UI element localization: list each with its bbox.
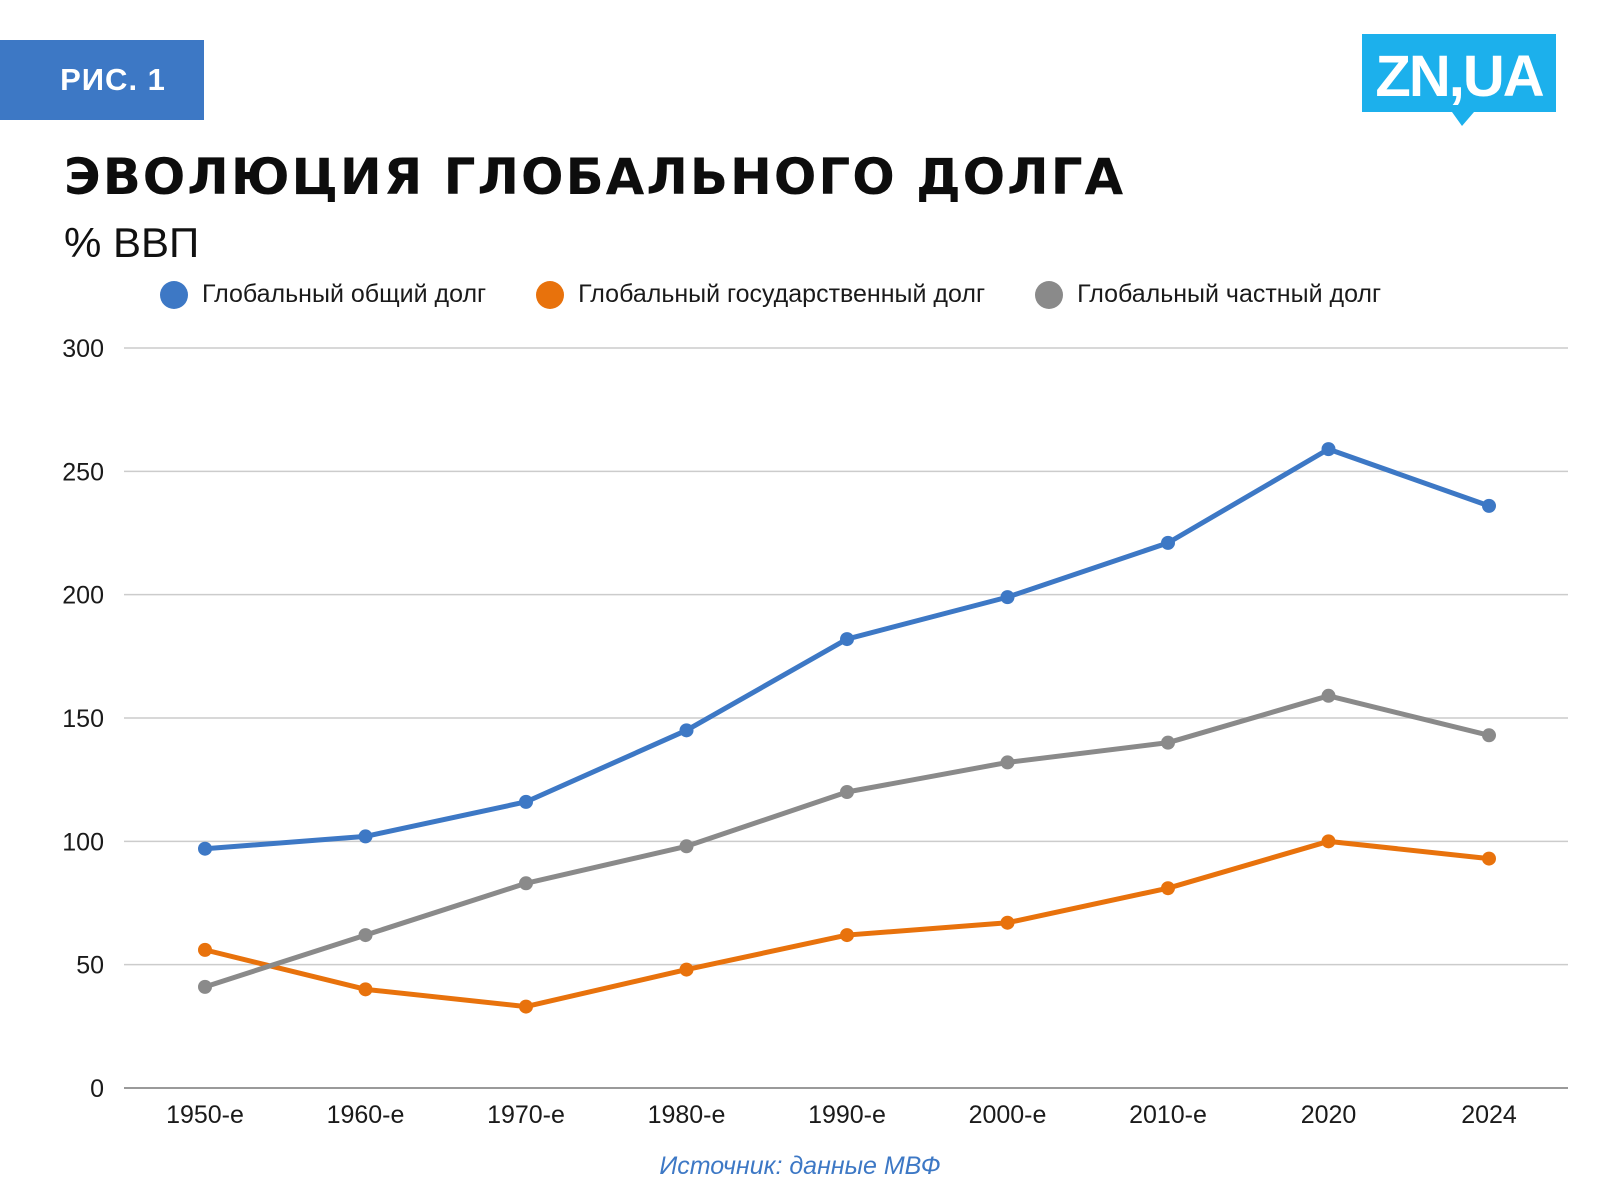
data-point-public-debt [358, 982, 373, 997]
source-note: Источник: данные МВФ [659, 1152, 941, 1180]
y-tick-label: 100 [62, 828, 104, 856]
data-point-private-debt [358, 928, 373, 943]
data-point-public-debt [840, 928, 854, 943]
data-point-total-debt [1000, 590, 1015, 605]
x-tick-label: 1950-е [166, 1101, 244, 1129]
zn-ua-logo: ZN,UA [1362, 34, 1556, 126]
data-point-total-debt [519, 794, 533, 809]
data-point-private-debt [198, 979, 212, 994]
data-point-private-debt [840, 785, 854, 799]
data-point-private-debt [679, 839, 694, 854]
chart-subtitle: % ВВП [64, 219, 200, 266]
y-tick-label: 0 [90, 1075, 104, 1103]
line-chart: 0 50 100 150 200 250 300 1950-е 1960-е 1970-е 1980… [62, 335, 1568, 1129]
figure-badge: РИС. 1 [0, 40, 204, 120]
legend-marker-public-debt [536, 280, 565, 309]
data-point-public-debt [519, 999, 533, 1014]
legend-label-private-debt: Глобальный частный долг [1077, 280, 1382, 308]
x-tick-label: 2010-е [1129, 1101, 1207, 1129]
data-point-private-debt [1321, 688, 1336, 703]
y-tick-label: 50 [76, 952, 104, 980]
data-point-private-debt [1482, 728, 1496, 743]
x-tick-label: 1960-е [327, 1101, 405, 1129]
chart-title: ЭВОЛЮЦИЯ ГЛОБАЛЬНОГО ДОЛГА [64, 148, 1126, 206]
legend-marker-private-debt [1035, 280, 1064, 309]
y-tick-label: 150 [62, 705, 104, 733]
data-point-total-debt [1321, 442, 1336, 457]
data-point-total-debt [1482, 498, 1496, 513]
legend-marker-total-debt [160, 280, 188, 309]
data-point-public-debt [1482, 851, 1496, 866]
x-tick-label: 2024 [1461, 1101, 1517, 1129]
legend-item-public-debt: Глобальный государственный долг [536, 280, 985, 309]
y-tick-label: 250 [62, 458, 104, 486]
x-tick-label: 1990-е [808, 1101, 886, 1129]
data-point-public-debt [679, 962, 694, 977]
legend-item-private-debt: Глобальный частный долг [1035, 280, 1381, 309]
logo-background [1362, 34, 1556, 126]
data-point-total-debt [840, 632, 854, 647]
legend-label-public-debt: Глобальный государственный долг [578, 280, 986, 308]
data-point-private-debt [1000, 755, 1015, 770]
figure-badge-label: РИС. 1 [60, 62, 166, 97]
data-point-public-debt [1161, 881, 1175, 896]
legend-label-total-debt: Глобальный общий долг [202, 280, 487, 308]
data-point-total-debt [679, 723, 694, 738]
data-point-total-debt [1161, 535, 1175, 550]
x-tick-label: 1970-е [487, 1101, 565, 1129]
legend-item-total-debt: Глобальный общий долг [160, 280, 486, 309]
data-point-total-debt [198, 841, 212, 856]
y-tick-label: 300 [62, 335, 104, 363]
data-point-private-debt [519, 876, 533, 891]
legend: Глобальный общий долг Глобальный государ… [160, 280, 1381, 309]
logo-text: ZN,UA [1375, 44, 1543, 109]
y-tick-label: 200 [62, 582, 104, 610]
x-tick-label: 1980-е [648, 1101, 726, 1129]
data-point-public-debt [198, 942, 212, 957]
data-point-public-debt [1000, 915, 1015, 930]
x-tick-label: 2020 [1301, 1101, 1357, 1129]
x-tick-label: 2000-е [969, 1101, 1047, 1129]
data-point-total-debt [358, 829, 373, 844]
data-point-private-debt [1161, 735, 1175, 750]
data-point-public-debt [1321, 834, 1336, 849]
